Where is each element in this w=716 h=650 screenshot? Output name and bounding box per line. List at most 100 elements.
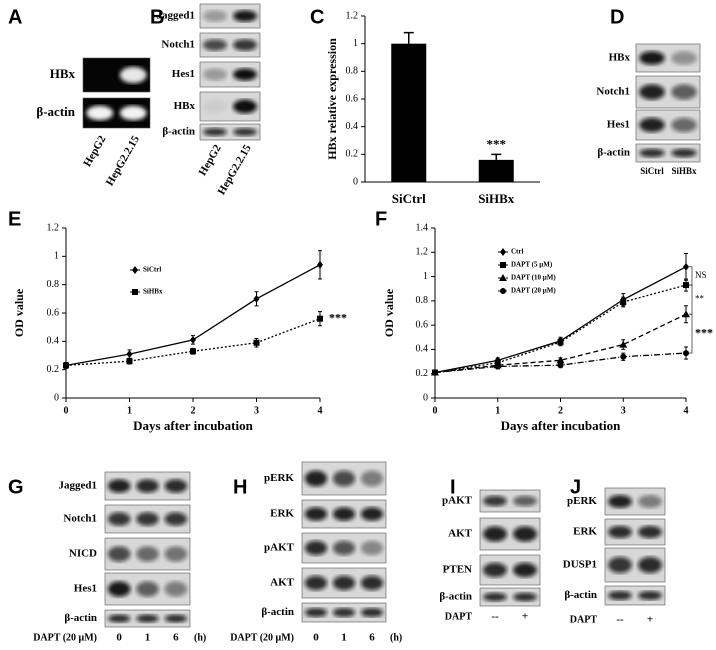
unit-label: (h): [194, 632, 206, 643]
band: [360, 470, 384, 487]
x-tick-label: 2: [558, 405, 563, 416]
y-tick-label: 1: [54, 251, 59, 262]
band: [671, 117, 697, 133]
marker: [317, 315, 323, 322]
band: [513, 526, 537, 542]
lane-label: +: [647, 614, 653, 626]
row-label: NICD: [69, 548, 97, 560]
row-label: Notch1: [596, 86, 630, 98]
band: [639, 51, 665, 65]
y-tick-label: 0: [54, 392, 59, 403]
x-tick-label: 3: [254, 405, 259, 416]
row-label: pAKT: [442, 495, 473, 507]
band: [203, 10, 227, 22]
band: [332, 507, 356, 521]
panel-label: I: [450, 476, 456, 498]
band: [304, 607, 328, 618]
row-label: β-actin: [162, 126, 195, 138]
panel-label: A: [8, 6, 22, 28]
band: [203, 39, 227, 51]
legend-label: DAPT (20 μM): [511, 287, 556, 295]
band: [332, 470, 356, 487]
marker: [683, 282, 689, 289]
marker: [557, 362, 564, 369]
marker: [190, 348, 196, 355]
legend-label: SiHBx: [143, 288, 163, 296]
marker: [620, 353, 627, 360]
band: [136, 581, 159, 597]
band: [638, 525, 662, 539]
lane-label: 1: [145, 632, 151, 644]
legend-marker: [499, 274, 507, 281]
bracket: [689, 266, 693, 286]
band: [608, 495, 632, 508]
y-tick-label: 1.4: [416, 222, 429, 233]
y-tick-label: 0.2: [47, 364, 60, 375]
series-line: [434, 313, 687, 374]
y-tick-label: 0.6: [47, 307, 60, 318]
band: [203, 128, 227, 136]
band: [136, 546, 159, 562]
band: [164, 614, 188, 623]
marker: [126, 358, 133, 365]
band: [136, 479, 159, 493]
bracket: [689, 284, 693, 315]
band: [233, 128, 257, 136]
blot-strip: [479, 587, 541, 607]
legend-label: DAPT (10 μM): [511, 274, 556, 282]
panel-label: E: [8, 208, 21, 230]
y-tick-label: 0.4: [416, 344, 429, 355]
bracket: [689, 313, 693, 354]
panel-label: B: [150, 6, 164, 28]
band: [638, 590, 662, 601]
bar: [391, 43, 427, 182]
y-axis-label: OD value: [382, 288, 396, 337]
band: [638, 495, 662, 508]
band: [360, 575, 384, 591]
band: [304, 540, 328, 556]
treatment-label: DAPT (20 μM): [230, 632, 294, 643]
treatment-label: DAPT: [445, 611, 473, 622]
x-tick-label: 1: [127, 405, 132, 416]
band: [638, 556, 662, 574]
band: [608, 556, 632, 574]
legend-label: SiCtrl: [143, 266, 161, 274]
marker: [126, 350, 133, 359]
row-label: ERK: [573, 526, 597, 538]
band: [483, 592, 507, 602]
band: [332, 607, 356, 618]
band: [107, 614, 131, 623]
bar: [478, 159, 514, 182]
lane-label: +: [522, 611, 528, 623]
row-label: β-actin: [261, 606, 294, 618]
band: [304, 507, 328, 521]
lane-label: HepG2.2.15: [104, 133, 142, 188]
row-label: HBx: [609, 52, 631, 64]
row-label: Hes1: [607, 119, 630, 131]
band: [203, 68, 227, 81]
y-tick-label: 0.8: [47, 279, 60, 290]
band: [203, 99, 227, 114]
y-tick-label: 0: [423, 392, 428, 403]
row-label: DUSP1: [563, 559, 597, 571]
treatment-label: DAPT (20 μM): [33, 632, 97, 643]
band: [233, 68, 257, 81]
band: [164, 479, 188, 493]
row-label: β-actin: [564, 589, 597, 601]
row-label: pAKT: [264, 542, 295, 554]
band: [233, 10, 257, 22]
legend-marker: [132, 289, 138, 295]
panel-label: J: [570, 476, 581, 498]
row-label: AKT: [270, 577, 295, 589]
blot-strip: [479, 489, 541, 513]
error-bar: [403, 31, 414, 44]
row-label: β-actin: [439, 591, 472, 603]
lane-label: --: [616, 614, 624, 626]
marker: [190, 335, 196, 344]
error-bar: [491, 153, 502, 160]
marker: [556, 356, 565, 364]
lane-label: SiCtrl: [640, 166, 664, 176]
lane-label: HepG2: [81, 133, 108, 169]
band: [119, 105, 147, 121]
